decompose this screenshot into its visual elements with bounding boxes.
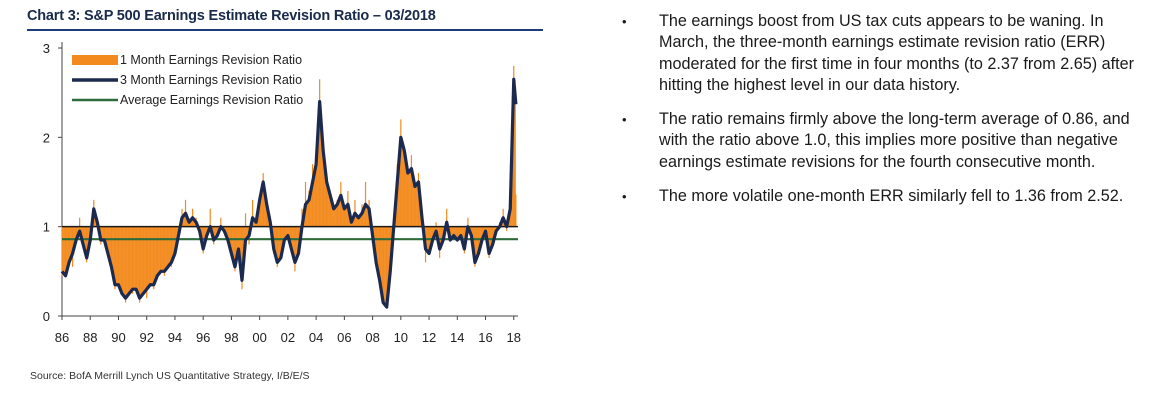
x-tick-label: 18: [507, 330, 521, 345]
y-tick-label: 0: [43, 309, 50, 324]
y-tick-label: 3: [43, 41, 50, 56]
x-tick-label: 96: [196, 330, 210, 345]
x-tick-label: 00: [252, 330, 266, 345]
commentary-text: The ratio remains firmly above the long-…: [659, 110, 1130, 171]
chart-title: Chart 3: S&P 500 Earnings Estimate Revis…: [27, 8, 436, 24]
x-tick-label: 92: [139, 330, 153, 345]
commentary-item: • The earnings boost from US tax cuts app…: [622, 11, 1152, 96]
bullet-icon: •: [622, 189, 627, 205]
bullet-icon: •: [622, 112, 627, 128]
x-tick-label: 90: [111, 330, 125, 345]
x-tick-label: 14: [450, 330, 464, 345]
x-tick-label: 16: [478, 330, 492, 345]
commentary-text: The earnings boost from US tax cuts appe…: [659, 12, 1135, 94]
x-tick-label: 04: [309, 330, 323, 345]
legend-label-average: Average Earnings Revision Ratio: [120, 93, 303, 107]
one-month-area: [62, 79, 516, 308]
x-tick-label: 94: [168, 330, 182, 345]
source-note: Source: BofA Merrill Lynch US Quantitati…: [30, 370, 310, 382]
legend-label-three-month: 3 Month Earnings Revision Ratio: [120, 73, 302, 87]
x-tick-label: 86: [55, 330, 69, 345]
title-divider: [27, 29, 543, 31]
x-tick-label: 08: [365, 330, 379, 345]
x-tick-label: 10: [394, 330, 408, 345]
x-tick-label: 98: [224, 330, 238, 345]
three-month-line: [60, 77, 518, 309]
legend-label-one-month: 1 Month Earnings Revision Ratio: [120, 53, 302, 67]
x-tick-label: 02: [281, 330, 295, 345]
legend-swatch-one-month: [72, 55, 118, 65]
x-tick-label: 06: [337, 330, 351, 345]
bullet-icon: •: [622, 14, 627, 29]
y-tick-label: 1: [43, 220, 50, 235]
commentary-item: • The ratio remains firmly above the long…: [622, 109, 1152, 173]
y-tick-label: 2: [43, 130, 50, 145]
x-tick-label: 12: [422, 330, 436, 345]
commentary-item: • The more volatile one-month ERR similar…: [622, 186, 1152, 207]
commentary-list: • The earnings boost from US tax cuts app…: [622, 11, 1152, 220]
commentary-text: The more volatile one-month ERR similarl…: [659, 187, 1124, 206]
x-tick-label: 88: [83, 330, 97, 345]
